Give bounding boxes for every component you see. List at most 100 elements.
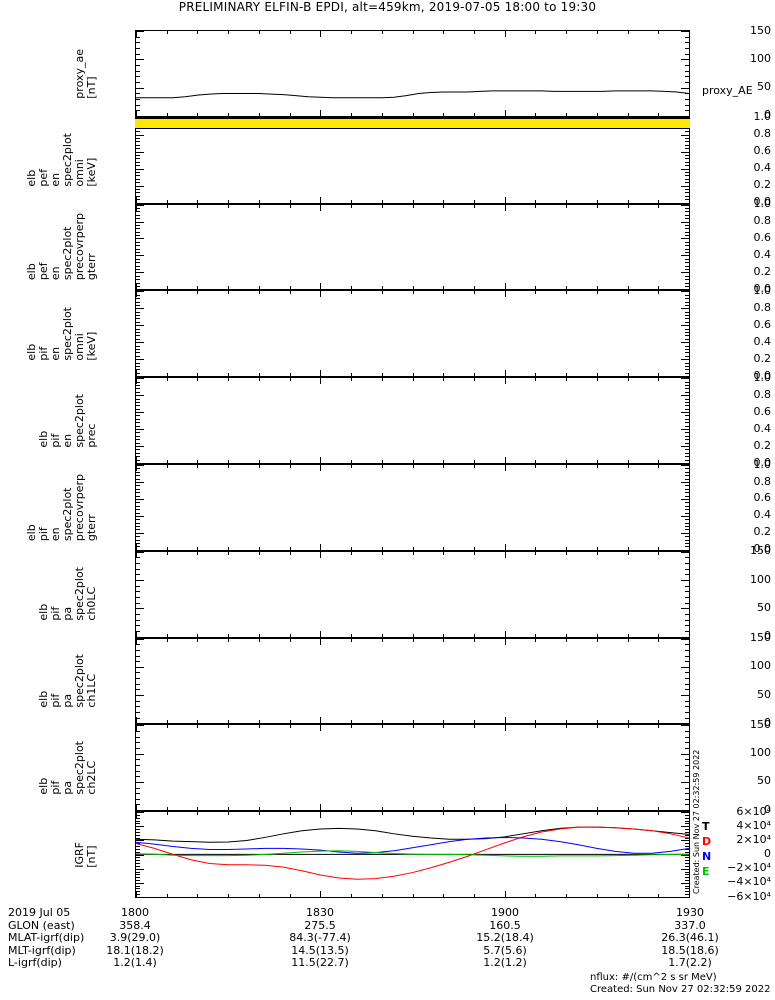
ephemeris-value: 18.1(18.2): [106, 943, 164, 957]
y-tick: [685, 678, 689, 680]
x-tick: [412, 465, 414, 468]
x-tick: [136, 812, 137, 819]
y-tick: [136, 405, 140, 407]
y-tick: [681, 868, 689, 870]
y-tick: [685, 435, 689, 437]
x-tick: [473, 373, 475, 377]
y-tick: [136, 345, 140, 347]
y-tick: [136, 465, 144, 466]
x-tick: [504, 196, 506, 203]
y-tick: [136, 495, 140, 497]
x-tick: [258, 551, 260, 555]
y-tick: [136, 381, 140, 383]
x-tick: [689, 283, 690, 290]
x-tick: [596, 465, 598, 468]
y-tick: [136, 492, 140, 494]
y-tick: [136, 498, 144, 500]
y-tick: [136, 231, 140, 233]
x-tick: [258, 465, 260, 468]
y-tick: [685, 439, 689, 441]
y-tick: [685, 706, 689, 708]
y-tick: [685, 214, 689, 216]
ephemeris-row-label: 2019 Jul 05: [8, 906, 71, 919]
y-tick: [685, 425, 689, 427]
x-tick: [566, 31, 568, 34]
x-tick: [412, 633, 414, 637]
x-tick: [197, 893, 199, 897]
x-tick: [320, 204, 322, 211]
y-axis-title-line: gterr: [85, 253, 98, 281]
x-tick: [289, 551, 291, 555]
y-tick: [136, 158, 140, 160]
x-tick: [166, 373, 168, 377]
x-tick: [504, 812, 506, 819]
x-tick: [381, 199, 383, 203]
y-tick: [136, 764, 140, 766]
y-tick: [681, 515, 689, 517]
x-tick: [504, 456, 506, 463]
y-tick: [681, 289, 689, 291]
y-tick: [685, 874, 689, 876]
y-tick: [685, 829, 689, 831]
y-tick: [685, 362, 689, 364]
x-tick: [166, 291, 168, 295]
x-tick: [412, 291, 414, 295]
x-tick: [258, 720, 260, 724]
y-tick: [681, 87, 689, 89]
y-tick: [136, 519, 140, 521]
y-tick: [685, 759, 689, 761]
y-tick: [136, 228, 140, 230]
y-tick: [685, 798, 689, 800]
y-tick: [136, 840, 144, 842]
y-tick: [136, 188, 140, 190]
y-tick: [681, 395, 689, 397]
x-tick: [443, 551, 445, 555]
y-tick-label: 0.4: [753, 508, 772, 522]
y-tick: [136, 175, 140, 177]
y-tick: [136, 76, 140, 78]
x-tick: [166, 812, 168, 816]
x-tick: [627, 638, 629, 642]
x-tick: [535, 31, 537, 34]
x-tick: [596, 286, 598, 290]
y-tick: [136, 683, 140, 685]
y-axis-title-elb-pef-en-spec2plot-omni: elb pef en spec2plot omni [keV]: [25, 117, 98, 204]
y-tick: [136, 475, 140, 477]
x-tick: [658, 199, 660, 203]
y-tick: [136, 87, 144, 89]
x-tick: [658, 638, 660, 642]
y-tick: [136, 596, 140, 598]
y-tick: [685, 199, 689, 201]
y-tick-label: 0: [764, 802, 771, 816]
y-tick: [685, 318, 689, 320]
y-tick: [685, 345, 689, 347]
x-tick: [351, 546, 353, 550]
x-tick: [535, 373, 537, 377]
y-tick: [685, 432, 689, 434]
x-tick: [320, 812, 322, 819]
ephemeris-value: 11.5(22.7): [291, 956, 349, 970]
y-tick: [685, 422, 689, 424]
y-tick: [681, 608, 689, 610]
x-tick: [228, 807, 230, 811]
y-tick: [136, 349, 140, 351]
x-tick: [412, 720, 414, 724]
y-tick: [136, 235, 140, 237]
y-tick: [685, 478, 689, 480]
y-tick: [681, 342, 689, 344]
x-tick: [443, 459, 445, 463]
y-tick: [136, 874, 140, 876]
x-tick: [658, 31, 660, 34]
y-tick: [136, 678, 140, 680]
x-tick: [381, 546, 383, 550]
y-tick: [136, 268, 140, 270]
x-tick: [320, 717, 322, 724]
y-tick-label: 100: [750, 659, 771, 673]
x-tick: [627, 633, 629, 637]
side-timestamp: Created: Sun Nov 27 02:32:59 2022: [692, 749, 701, 894]
y-tick: [685, 321, 689, 323]
y-tick: [681, 551, 689, 553]
y-tick: [136, 36, 140, 38]
x-tick: [443, 378, 445, 382]
x-tick: [197, 286, 199, 290]
